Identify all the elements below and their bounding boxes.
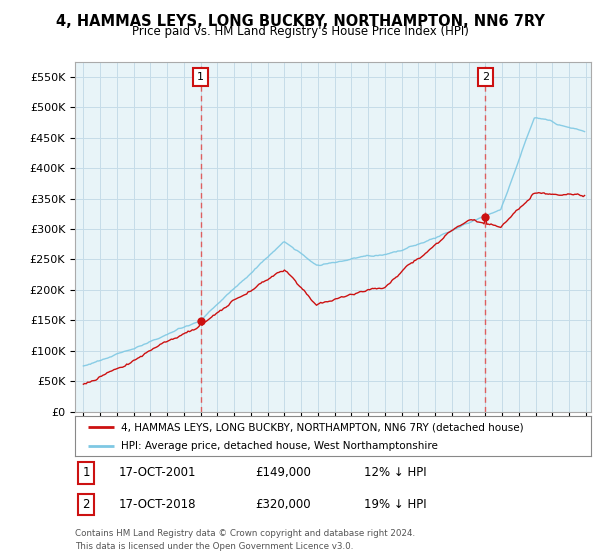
Text: 17-OCT-2001: 17-OCT-2001 <box>119 466 196 479</box>
Text: 2: 2 <box>83 498 90 511</box>
Text: 12% ↓ HPI: 12% ↓ HPI <box>364 466 427 479</box>
Text: Price paid vs. HM Land Registry's House Price Index (HPI): Price paid vs. HM Land Registry's House … <box>131 25 469 38</box>
Text: Contains HM Land Registry data © Crown copyright and database right 2024.
This d: Contains HM Land Registry data © Crown c… <box>75 529 415 550</box>
Text: 4, HAMMAS LEYS, LONG BUCKBY, NORTHAMPTON, NN6 7RY: 4, HAMMAS LEYS, LONG BUCKBY, NORTHAMPTON… <box>56 14 544 29</box>
Text: 1: 1 <box>83 466 90 479</box>
Text: 1: 1 <box>197 72 204 82</box>
Text: 4, HAMMAS LEYS, LONG BUCKBY, NORTHAMPTON, NN6 7RY (detached house): 4, HAMMAS LEYS, LONG BUCKBY, NORTHAMPTON… <box>121 422 524 432</box>
Text: HPI: Average price, detached house, West Northamptonshire: HPI: Average price, detached house, West… <box>121 441 439 451</box>
Text: 2: 2 <box>482 72 489 82</box>
Text: £149,000: £149,000 <box>256 466 311 479</box>
Text: 19% ↓ HPI: 19% ↓ HPI <box>364 498 427 511</box>
Text: £320,000: £320,000 <box>256 498 311 511</box>
Text: 17-OCT-2018: 17-OCT-2018 <box>119 498 196 511</box>
